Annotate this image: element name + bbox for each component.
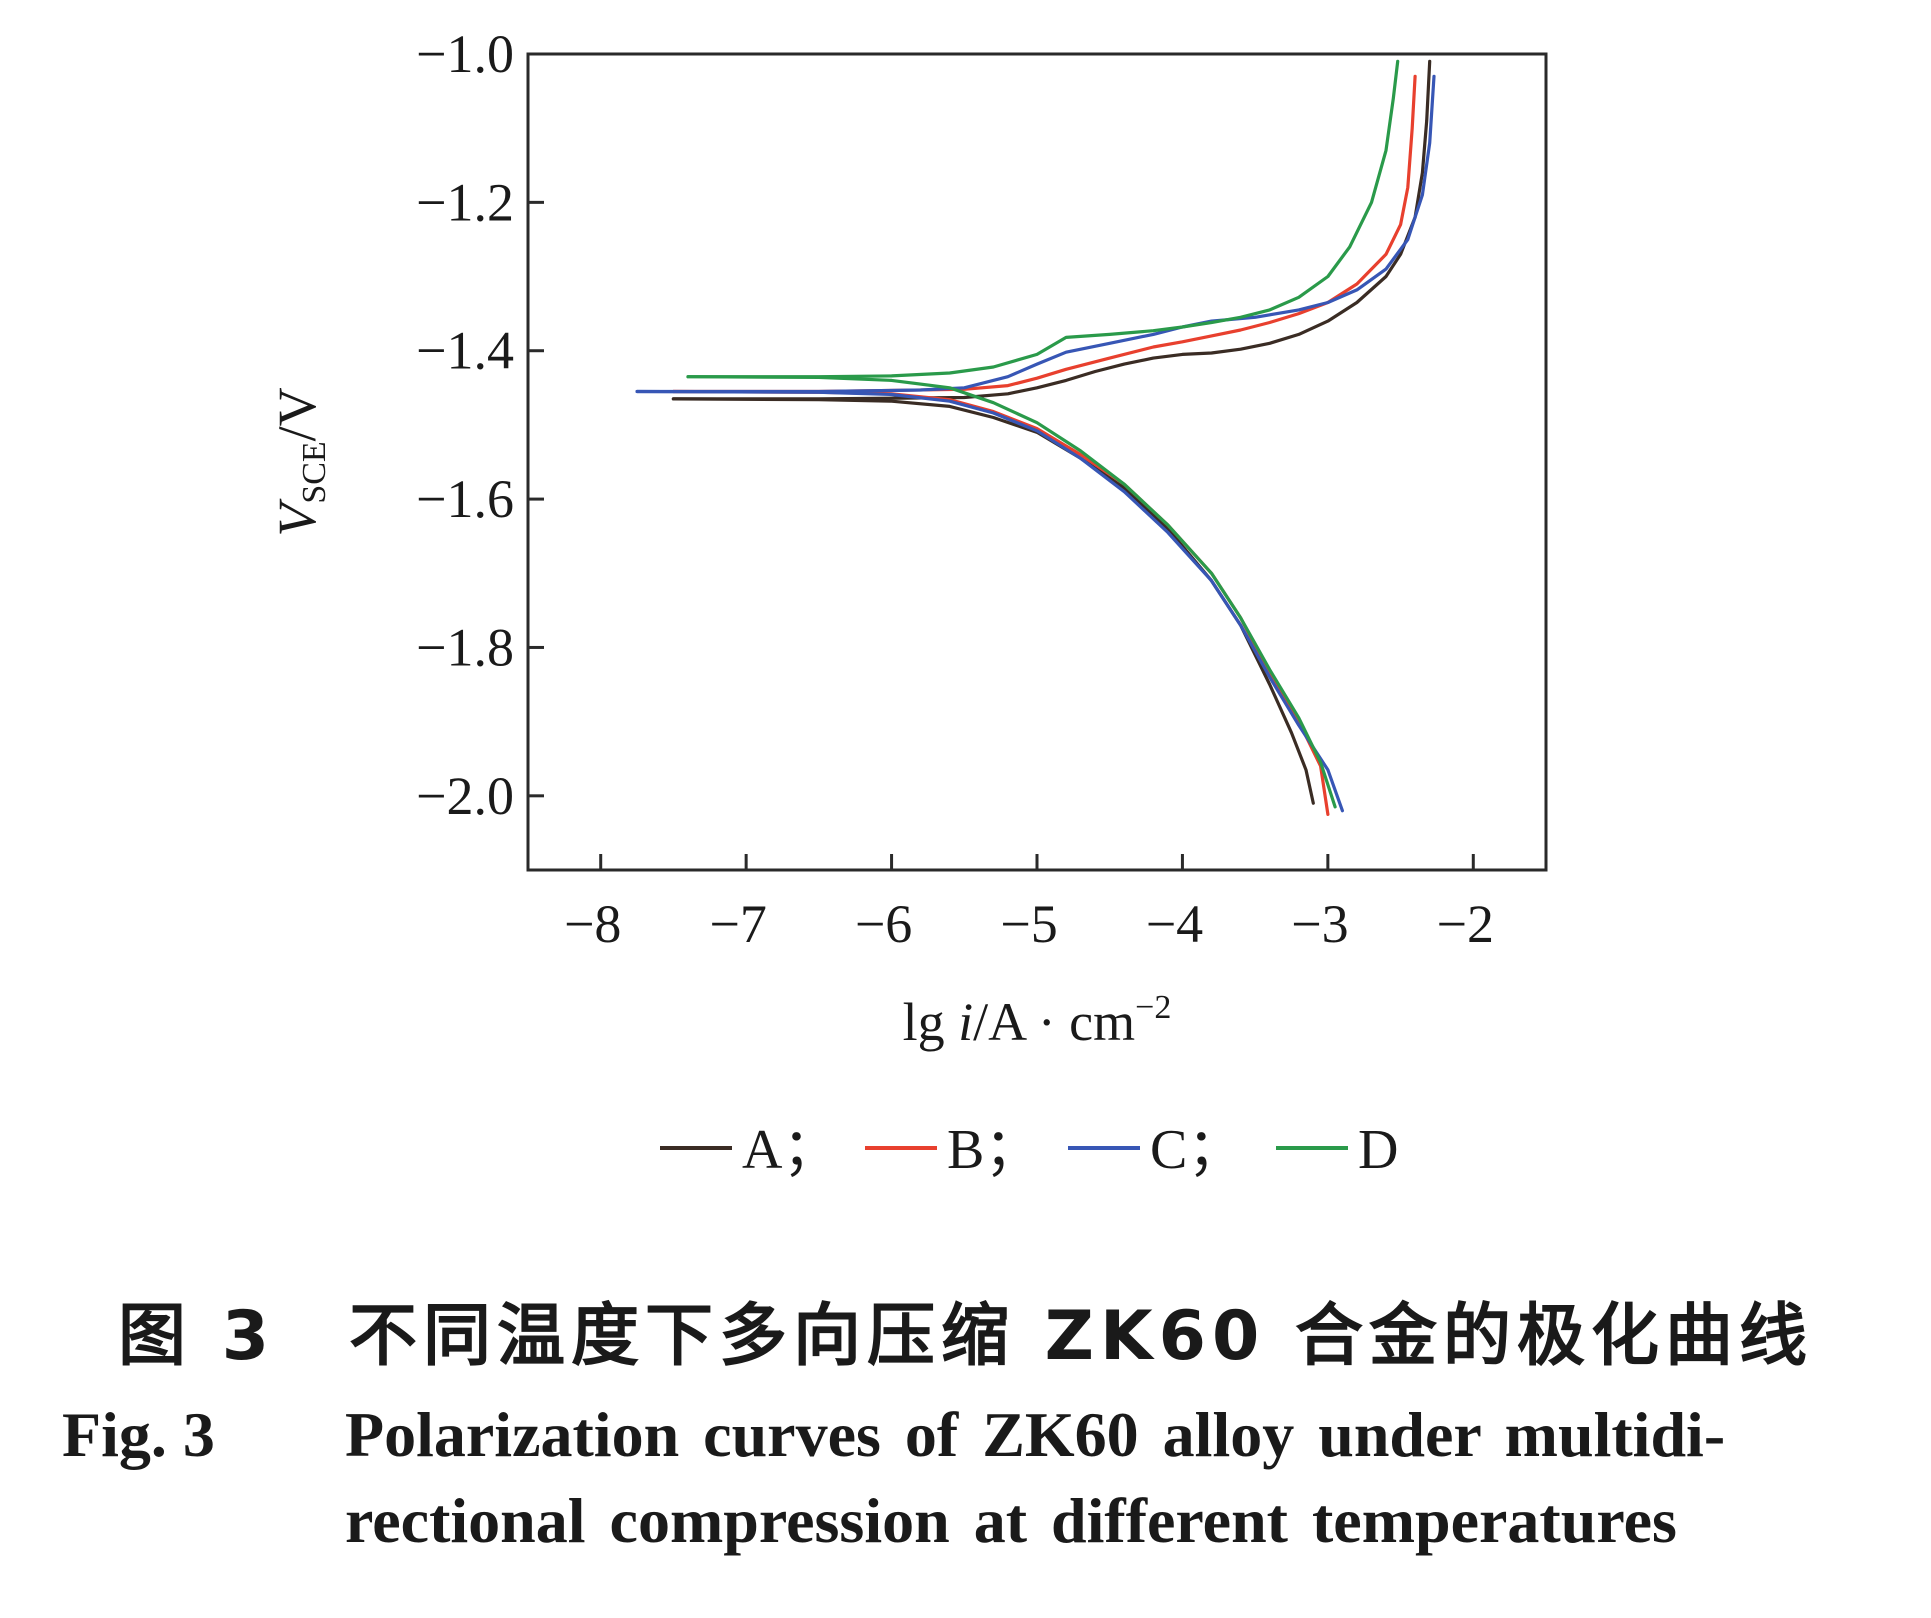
polarization-chart: −1.0−1.2−1.4−1.6−1.8−2.0 −8 −7 −6 −5 −4 −3 −2 … — [267, 24, 1548, 1181]
y-tick-label: −1.4 — [416, 321, 514, 381]
legend-label: A； — [742, 1119, 838, 1181]
series-c-cathodic-line — [635, 389, 1344, 813]
y-tick-label: −1.6 — [416, 469, 514, 529]
curves-layer — [635, 59, 1436, 816]
x-tick-label: −6 — [855, 894, 912, 954]
y-tick-label: −2.0 — [416, 766, 514, 826]
series-d-cathodic-line — [686, 375, 1337, 809]
series-a-cathodic-line — [671, 397, 1315, 805]
legend-label: C； — [1150, 1119, 1243, 1181]
x-tick-label: −8 — [564, 894, 621, 954]
figure-caption-chinese: 图 3 不同温度下多向压缩 ZK60 合金的极化曲线 — [118, 1297, 1813, 1376]
series-d-anodic-line — [686, 59, 1400, 379]
y-axis-ticks: −1.0 −1.2 −1.4 −1.6 −1.8 −2.0 — [416, 24, 544, 826]
figure-number: Fig. 3 — [62, 1399, 215, 1470]
series-b-anodic-line — [671, 74, 1417, 394]
series-a-anodic-line — [671, 59, 1432, 401]
x-axis-ticks: −8 −7 −6 −5 −4 −3 −2 — [564, 854, 1494, 954]
y-axis-label: VSCE/V — [267, 387, 333, 536]
x-tick-label: −4 — [1146, 894, 1203, 954]
figure-caption-text-1: Polarization curves of ZK60 alloy under … — [345, 1399, 1726, 1470]
x-axis-label: lg i/A · cm−2 — [903, 989, 1172, 1052]
y-tick-label: −1.0 — [416, 24, 514, 84]
legend-label: B； — [947, 1119, 1040, 1181]
figure-caption-text-2: rectional compression at different tempe… — [345, 1485, 1677, 1556]
series-c-anodic-line — [635, 74, 1436, 394]
y-tick-label: −1.2 — [416, 172, 514, 232]
x-tick-label: −7 — [709, 894, 766, 954]
legend: A； B； C； D — [660, 1119, 1398, 1181]
plot-frame — [526, 52, 1548, 872]
x-tick-label: −2 — [1437, 894, 1494, 954]
x-tick-label: −5 — [1000, 894, 1057, 954]
x-tick-label: −3 — [1291, 894, 1348, 954]
legend-label: D — [1358, 1119, 1398, 1181]
y-tick-label: −1.8 — [416, 617, 514, 677]
